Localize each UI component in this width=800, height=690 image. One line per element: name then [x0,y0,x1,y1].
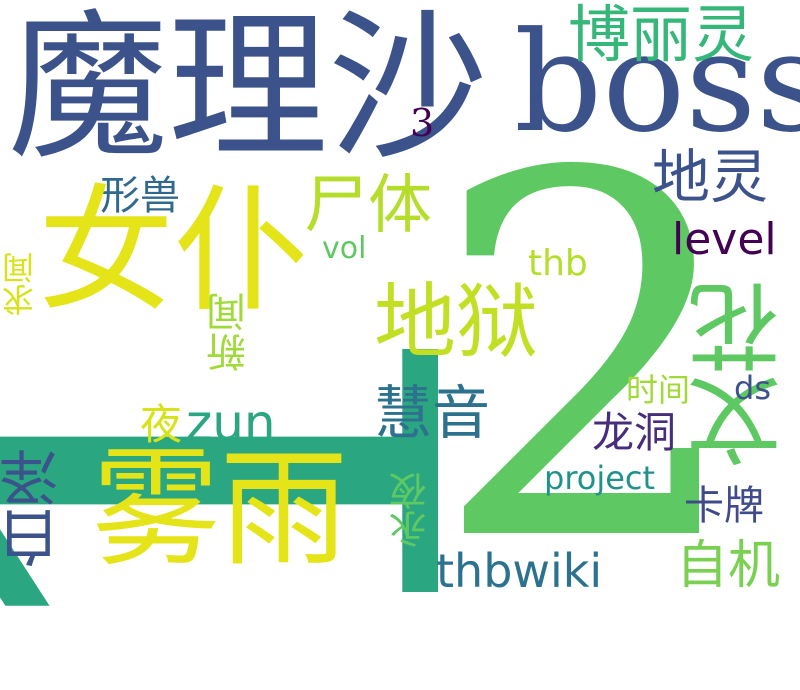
word-bo-li-ling: 博丽灵 [568,0,755,71]
word-yong-ye: 永夜 [389,472,433,548]
word-wu-yu: 雾雨 [92,435,349,584]
word-di-ling: 地灵 [652,143,769,211]
word-ka-pai: 卡牌 [684,483,764,529]
word-ye: 夜 [140,400,183,449]
word-boss: boss [514,2,800,163]
word-two: 2 [430,69,749,651]
word-zun: zun [186,394,276,452]
word-three: 3 [410,101,435,145]
word-xin-wen: 新闻 [207,292,253,372]
word-shi-ti: 尸体 [304,169,432,243]
word-hui-yin: 慧音 [374,379,491,447]
word-vol: vol [322,231,367,266]
word-ds: ds [734,369,771,407]
word-bai-ze: 白泽 [0,448,69,568]
word-zi-ji: 自机 [676,536,781,596]
word-nv-pu: 女仆 [38,173,310,331]
word-qiu-wen: 求闻 [1,252,39,316]
word-di-yu: 地狱 [374,275,539,370]
word-project: project [544,459,656,497]
word-shi-jian: 时间 [626,371,691,409]
word-mo-li-sha: 魔理沙 [8,0,489,181]
word-thb: thb [528,243,588,284]
word-long-dong: 龙洞 [592,408,677,457]
word-level: level [672,214,777,265]
word-xing-shou: 形兽 [100,173,180,219]
word-thbwiki: thbwiki [436,544,603,598]
